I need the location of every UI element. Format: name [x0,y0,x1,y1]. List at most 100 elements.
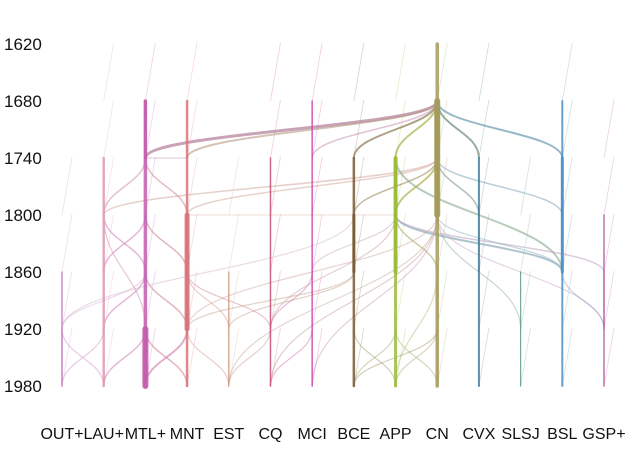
spike-out-1800 [61,156,73,216]
flow-cn-to-bsl-6 [436,100,564,159]
flow-cq-to-est-55 [228,328,272,387]
flow-mtl-to-mnt-42 [144,271,188,330]
spike-out-1920 [61,270,73,330]
flow-mtl-to-lau-43 [102,328,147,387]
spike-bce-1740 [353,99,365,159]
spike-slsj-1860 [520,213,532,273]
y-tick-label-1980: 1980 [4,377,42,396]
column-label-app: APP [380,426,412,443]
column-label-bce: BCE [337,426,370,443]
flow-cn-to-app-59 [394,328,438,387]
y-tick-label-1680: 1680 [4,92,42,111]
flow-mtl-to-lau-39 [102,214,147,273]
flow-app-to-bce-57 [353,328,397,387]
spike-mnt-1680 [186,42,198,102]
spike-mci-1680 [311,42,323,102]
spike-cq-1740 [270,99,281,159]
spike-est-1920 [228,270,240,330]
flow-cn-to-est-23 [228,214,438,387]
column-label-mci: MCI [297,426,326,443]
spike-bsl-1920 [561,270,573,330]
spike-lau-1740 [103,99,115,159]
column-label-est: EST [213,426,244,443]
column-label-out: OUT+ [40,426,83,443]
spike-mnt-1980 [186,327,198,387]
spike-mnt-1800 [186,156,198,216]
spike-bsl-1680 [561,42,573,102]
y-tick-label-1860: 1860 [4,263,42,282]
flow-cn-to-mci-2 [311,100,438,159]
column-label-mtl: MTL+ [125,426,166,443]
spike-mnt-1740 [186,99,198,159]
spike-gsp-1740 [603,99,615,159]
y-axis-labels: 1620 1680 1740 1800 1860 1920 1980 [4,35,42,396]
flow-bsl-to-gsp-61 [561,271,605,330]
column-label-gsp: GSP+ [582,426,625,443]
flow-cn-to-bsl-28 [436,214,563,273]
flow-mnt-to-est-49 [186,328,230,387]
spike-cvx-1740 [478,99,490,159]
flow-mnt-to-mtl-48 [144,328,189,387]
flow-app-to-cq-20 [269,214,397,330]
spike-gsp-1860 [603,213,615,273]
x-axis-labels: OUT+ LAU+ MTL+ MNT EST CQ MCI BCE APP CN CVX SLSJ BS… [40,426,625,443]
spike-gsp-1800 [603,156,615,216]
spike-bce-1860 [353,213,365,273]
flow-cn-to-bsl-13 [436,157,564,216]
spike-app-1920 [395,270,406,330]
y-tick-label-1620: 1620 [4,35,42,54]
spike-gsp-1920 [603,270,615,330]
spike-cvx-1680 [478,42,490,102]
spike-cvx-1800 [478,156,490,216]
spike-est-1860 [228,213,240,273]
spike-bce-1680 [353,42,365,102]
column-label-slsj: SLSJ [501,426,539,443]
spike-mtl-1680 [144,42,156,102]
column-label-cvx: CVX [462,426,495,443]
spike-app-1680 [395,42,406,102]
spike-cvx-1980 [478,327,490,387]
spike-mci-1980 [311,327,323,387]
spike-bsl-1980 [561,327,573,387]
column-label-bsl: BSL [547,426,577,443]
y-tick-label-1800: 1800 [4,206,42,225]
spike-lau-1680 [103,42,115,102]
spike-slsj-1800 [520,156,532,216]
spike-bsl-1800 [561,156,573,216]
spike-mci-1860 [311,213,323,273]
flow-mtl-to-mnt-40 [144,214,188,273]
flow-cn-to-bce-3 [352,100,439,159]
column-label-cn: CN [426,426,449,443]
y-tick-label-1920: 1920 [4,320,42,339]
column-label-mnt: MNT [170,426,205,443]
spike-bce-1800 [353,156,365,216]
spike-bsl-1860 [561,213,573,273]
flow-mtl-to-lau-34 [102,157,147,216]
spike-cvx-1920 [478,270,490,330]
spike-slsj-1920 [520,270,532,330]
flow-mtl-to-lau-41 [102,271,147,330]
flow-lau-to-mtl-38 [103,214,146,330]
spike-out-1860 [61,213,73,273]
spike-est-1800 [228,156,240,216]
spike-cq-1680 [270,42,281,102]
spike-slsj-1980 [520,327,532,387]
flow-mtl-to-mnt-35 [144,157,188,216]
spike-bsl-1740 [561,99,573,159]
flow-lau-to-out-52 [61,328,105,387]
column-label-lau: LAU+ [83,426,123,443]
flow-mci-to-cq-54 [269,328,313,387]
flow-cn-to-app-31 [394,271,438,387]
spike-mci-1920 [311,270,323,330]
flow-bce-to-out-21 [61,214,355,330]
trunk-layer [61,42,605,389]
spike-bce-1920 [353,270,365,330]
column-label-cq: CQ [258,426,282,443]
spike-cvx-1860 [478,213,490,273]
flow-mci-to-cq-53 [269,271,313,330]
flow-cn-to-mci-26 [311,214,438,387]
y-tick-label-1740: 1740 [4,149,42,168]
spike-cq-1860 [270,213,281,273]
